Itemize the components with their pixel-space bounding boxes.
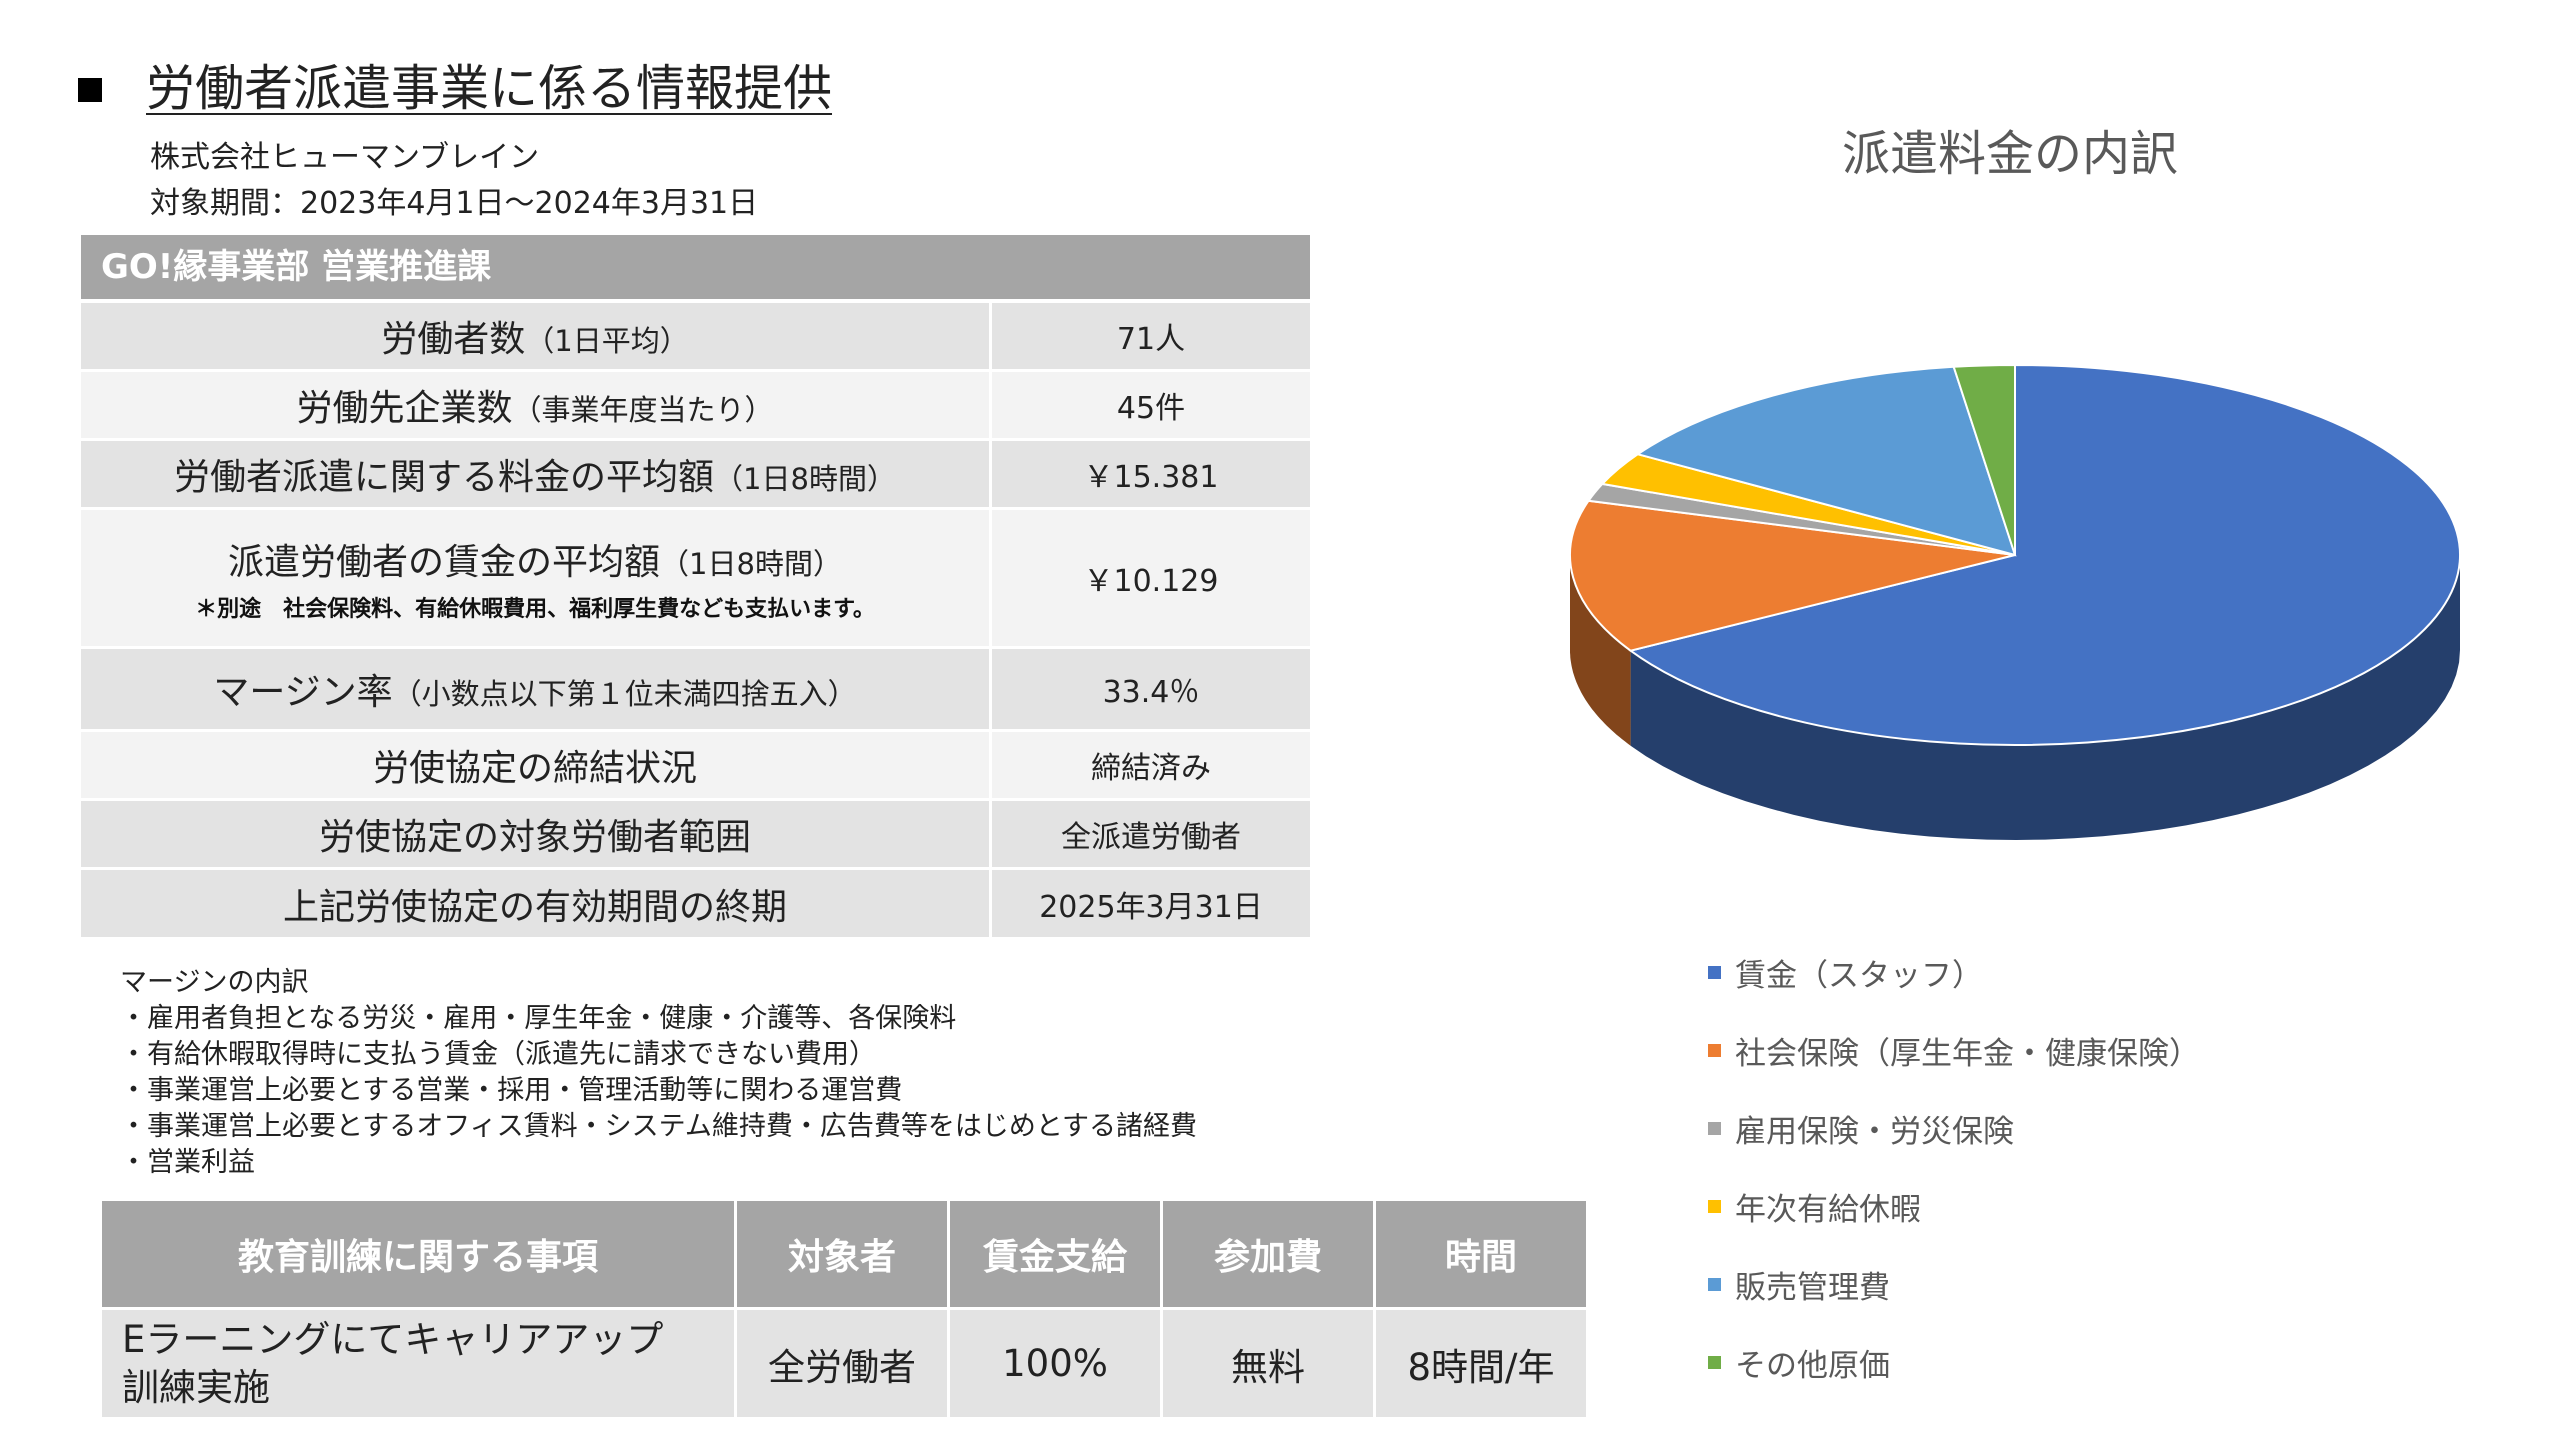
row-label-text: マージン率 <box>213 672 393 713</box>
title-bullet-icon <box>78 78 102 102</box>
legend-label: 社会保険（厚生年金・健康保険） <box>1735 1036 2200 1072</box>
row-label: 上記労使協定の有効期間の終期 <box>81 870 992 937</box>
training-table: 教育訓練に関する事項 対象者 賃金支給 参加費 時間 Eラーニングにてキャリアア… <box>102 1201 1586 1417</box>
training-target-cell: 全労働者 <box>737 1310 950 1417</box>
row-label-qualifier: （小数点以下第１位未満四捨五入） <box>392 677 857 711</box>
company-name: 株式会社ヒューマンブレイン <box>150 140 540 175</box>
pie-slice-side <box>1630 555 2460 840</box>
page-title: 労働者派遣事業に係る情報提供 <box>146 60 833 117</box>
legend-swatch <box>1708 1122 1721 1135</box>
row-value: 33.4％ <box>1102 675 1200 710</box>
target-period: 対象期間：2023年4月1日～2024年3月31日 <box>150 186 759 221</box>
legend-swatch <box>1708 966 1721 979</box>
column-header: 対象者 <box>737 1201 950 1307</box>
training-fee-cell: 無料 <box>1163 1310 1376 1417</box>
list-item: ・事業運営上必要とするオフィス賃料・システム維持費・広告費等をはじめとする諸経費 <box>120 1111 1198 1142</box>
legend-swatch <box>1708 1278 1721 1291</box>
table-row: 労働者数（1日平均） 71人 <box>81 303 1310 369</box>
legend-label: 販売管理費 <box>1735 1270 1890 1306</box>
legend-label: 雇用保険・労災保険 <box>1735 1114 2014 1150</box>
pie-slice: 賃金（スタッフ） <box>1628 363 2462 746</box>
row-label-note: ＊別途 社会保険料、有給休暇費用、福利厚生費なども支払います。 <box>195 597 875 622</box>
training-item-line: 訓練実施 <box>122 1365 270 1409</box>
legend-label: 年次有給休暇 <box>1735 1192 1921 1228</box>
training-item-line: Eラーニングにてキャリアアップ <box>122 1317 664 1361</box>
table-row: マージン率（小数点以下第１位未満四捨五入） 33.4％ <box>81 649 1310 729</box>
column-header: 参加費 <box>1163 1201 1376 1307</box>
training-item-cell: Eラーニングにてキャリアアップ 訓練実施 <box>102 1310 737 1417</box>
column-header: 教育訓練に関する事項 <box>102 1201 737 1307</box>
training-time-cell: 8時間/年 <box>1376 1310 1586 1417</box>
row-label-text: 労働先企業数 <box>296 388 513 429</box>
row-label-text: 労働者数 <box>381 319 526 360</box>
legend-item: 雇用保険・労災保険 <box>1708 1106 2014 1151</box>
row-label: 労働者数（1日平均） <box>81 303 992 369</box>
legend-item: その他原価 <box>1708 1340 1890 1385</box>
row-label-text: 派遣労働者の賃金の平均額 <box>228 542 661 583</box>
table-row: 労使協定の締結状況 締結済み <box>81 732 1310 798</box>
row-label-text: 労働者派遣に関する料金の平均額 <box>174 457 715 498</box>
table-row: 労働者派遣に関する料金の平均額（1日8時間） ￥15.381 <box>81 441 1310 507</box>
pie-slice: 販売管理費 <box>1635 365 2017 557</box>
pie-slice: その他原価 <box>1952 363 2016 556</box>
list-item: ・有給休暇取得時に支払う賃金（派遣先に請求できない費用） <box>120 1039 876 1070</box>
legend-label: その他原価 <box>1735 1348 1890 1384</box>
row-value: ￥15.381 <box>1083 460 1219 495</box>
row-value: 締結済み <box>1091 751 1211 786</box>
table-row: 派遣労働者の賃金の平均額（1日8時間） ＊別途 社会保険料、有給休暇費用、福利厚… <box>81 510 1310 646</box>
list-item: ・雇用者負担となる労災・雇用・厚生年金・健康・介護等、各保険料 <box>120 1003 957 1034</box>
row-value: 全派遣労働者 <box>1061 820 1241 855</box>
row-label: 労使協定の対象労働者範囲 <box>81 801 992 867</box>
margin-breakdown: マージンの内訳 ・雇用者負担となる労災・雇用・厚生年金・健康・介護等、各保険料 … <box>120 965 1197 1181</box>
row-label: 派遣労働者の賃金の平均額（1日8時間） ＊別途 社会保険料、有給休暇費用、福利厚… <box>81 510 992 646</box>
row-label-qualifier: （1日8時間） <box>714 462 896 496</box>
row-value: ￥10.129 <box>1083 564 1219 599</box>
pie-sides <box>1570 555 2460 840</box>
pie-slice-side <box>1570 555 1631 746</box>
table-row: 上記労使協定の有効期間の終期 2025年3月31日 <box>81 870 1310 937</box>
row-label: 労働者派遣に関する料金の平均額（1日8時間） <box>81 441 992 507</box>
row-label-text: 労使協定の締結状況 <box>372 748 697 789</box>
chart-title: 派遣料金の内訳 <box>1841 126 2178 182</box>
training-wage-cell: 100% <box>950 1310 1163 1417</box>
legend-item: 販売管理費 <box>1708 1262 1890 1307</box>
column-header: 賃金支給 <box>950 1201 1163 1307</box>
row-value: 45件 <box>1116 391 1186 426</box>
table-row: 労使協定の対象労働者範囲 全派遣労働者 <box>81 801 1310 867</box>
legend-swatch <box>1708 1200 1721 1213</box>
row-value: 71人 <box>1116 322 1186 357</box>
column-header: 時間 <box>1376 1201 1586 1307</box>
list-item: ・営業利益 <box>120 1147 255 1178</box>
row-label-qualifier: （1日平均） <box>525 324 689 358</box>
legend-item: 社会保険（厚生年金・健康保険） <box>1708 1028 2200 1073</box>
pie-chart: 賃金（スタッフ）社会保険（厚生年金・健康保険）雇用保険・労災保険年次有給休暇販売… <box>1569 363 2462 840</box>
row-label: 労使協定の締結状況 <box>81 732 992 798</box>
department-header: GO!縁事業部 営業推進課 <box>81 235 1310 299</box>
pie-slice: 社会保険（厚生年金・健康保険） <box>1569 499 2016 652</box>
list-item: ・事業運営上必要とする営業・採用・管理活動等に関わる運営費 <box>120 1075 903 1106</box>
legend-swatch <box>1708 1044 1721 1057</box>
legend-label: 賃金（スタッフ） <box>1735 958 1983 994</box>
row-value: 2025年3月31日 <box>1039 889 1263 925</box>
row-label-qualifier: （1日8時間） <box>660 547 842 581</box>
row-label: マージン率（小数点以下第１位未満四捨五入） <box>81 649 992 729</box>
row-label-qualifier: （事業年度当たり） <box>512 393 774 427</box>
table-row: 労働先企業数（事業年度当たり） 45件 <box>81 372 1310 438</box>
row-label-text: 労使協定の対象労働者範囲 <box>318 817 751 858</box>
legend-swatch <box>1708 1356 1721 1369</box>
row-label: 労働先企業数（事業年度当たり） <box>81 372 992 438</box>
legend-item: 年次有給休暇 <box>1708 1184 1921 1229</box>
row-label-text: 上記労使協定の有効期間の終期 <box>282 886 787 928</box>
legend-item: 賃金（スタッフ） <box>1708 950 1983 995</box>
margin-breakdown-title: マージンの内訳 <box>120 967 309 998</box>
